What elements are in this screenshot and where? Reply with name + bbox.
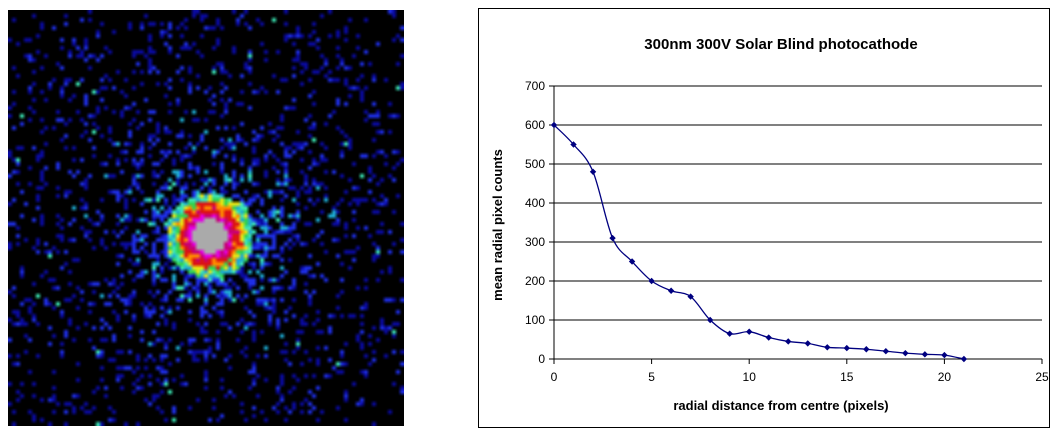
- data-point-marker: [804, 340, 811, 347]
- data-point-marker: [726, 330, 733, 337]
- y-axis-label: mean radial pixel counts: [490, 149, 505, 301]
- y-tick-label: 500: [525, 157, 545, 171]
- data-point-marker: [785, 338, 792, 345]
- y-tick-label: 200: [525, 274, 545, 288]
- gridlines: [554, 85, 1042, 321]
- data-point-marker: [589, 168, 597, 175]
- x-tick-label: 0: [551, 370, 558, 384]
- y-tick-label: 400: [525, 196, 545, 210]
- x-tick-label: 25: [1035, 370, 1049, 384]
- y-tick-label: 600: [525, 118, 545, 132]
- data-point-marker: [882, 348, 890, 355]
- data-point-marker: [609, 234, 616, 242]
- chart-title: 300nm 300V Solar Blind photocathode: [644, 36, 917, 53]
- data-point-marker: [746, 328, 753, 335]
- data-point-marker: [824, 344, 831, 351]
- x-tick-label: 20: [938, 370, 952, 384]
- data-point-marker: [921, 351, 929, 358]
- photon-count-image: [8, 10, 404, 426]
- x-tick-labels: 0 5 10 15 20 25: [551, 370, 1049, 384]
- x-axis-label: radial distance from centre (pixels): [673, 398, 888, 413]
- x-tick-label: 15: [840, 370, 854, 384]
- y-tick-label: 700: [525, 79, 545, 93]
- axes: [549, 85, 1043, 364]
- x-tick-label: 5: [648, 370, 655, 384]
- data-point-marker: [902, 349, 909, 357]
- data-point-marker: [941, 351, 948, 359]
- data-point-marker: [550, 121, 558, 129]
- y-tick-label: 100: [525, 313, 545, 327]
- y-tick-label: 0: [538, 352, 545, 366]
- series-line: [553, 124, 965, 360]
- photon-count-heatmap: [8, 10, 404, 426]
- radial-profile-chart: 300nm 300V Solar Blind photocathode 0 100…: [478, 8, 1050, 428]
- x-tick-label: 10: [743, 370, 757, 384]
- data-series: [550, 121, 968, 363]
- data-point-marker: [765, 334, 772, 341]
- chart-svg: 300nm 300V Solar Blind photocathode 0100…: [490, 36, 1049, 413]
- y-tick-labels: 0 100 200 300 400 500 600 700: [525, 79, 545, 366]
- data-point-marker: [863, 346, 870, 353]
- data-point-marker: [667, 287, 675, 294]
- data-point-marker: [960, 355, 968, 363]
- y-tick-label: 300: [525, 235, 545, 249]
- data-point-marker: [843, 344, 850, 352]
